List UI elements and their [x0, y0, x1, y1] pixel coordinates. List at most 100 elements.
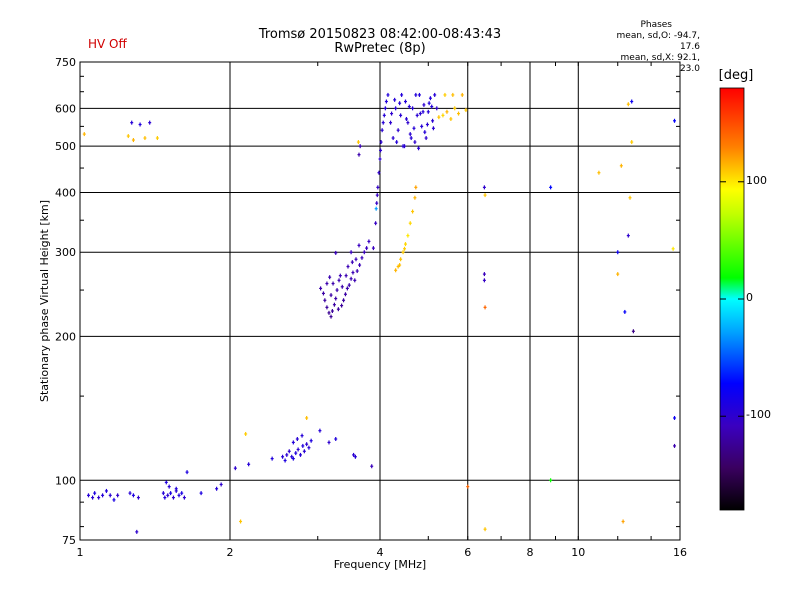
data-point	[130, 120, 134, 125]
data-point	[319, 286, 323, 291]
data-point	[403, 144, 407, 149]
phases-x-stats: mean, sd,X: 92.1, 23.0	[620, 53, 700, 74]
data-point	[104, 488, 108, 493]
data-point	[626, 233, 630, 238]
data-point	[340, 303, 344, 308]
data-point	[451, 92, 455, 97]
data-point	[329, 293, 333, 298]
data-point	[215, 486, 219, 491]
data-point	[389, 120, 393, 125]
data-point	[377, 170, 381, 175]
data-point	[626, 102, 630, 107]
y-tick-label: 750	[55, 56, 76, 69]
data-point	[417, 146, 421, 151]
data-point	[379, 148, 383, 153]
data-point	[281, 454, 285, 459]
data-point	[378, 157, 382, 162]
data-point	[291, 440, 295, 445]
data-point	[309, 438, 313, 443]
data-point	[353, 454, 357, 459]
data-point	[355, 269, 359, 274]
data-point	[270, 456, 274, 461]
data-point	[343, 292, 347, 297]
data-point	[435, 106, 439, 111]
data-point	[337, 278, 341, 283]
y-tick-label: 200	[55, 330, 76, 343]
y-tick-label: 300	[55, 246, 76, 259]
data-point	[400, 92, 404, 97]
data-point	[482, 185, 486, 190]
data-point	[426, 109, 430, 114]
y-axis-label: Stationary phase Virtual Height [km]	[38, 200, 51, 402]
data-point	[401, 250, 405, 255]
x-tick-label: 10	[571, 546, 585, 559]
data-point	[483, 193, 487, 198]
data-point	[318, 428, 322, 433]
data-point	[163, 495, 167, 500]
data-point	[365, 246, 369, 251]
data-point	[334, 250, 338, 255]
data-point	[424, 136, 428, 141]
data-point	[233, 466, 237, 471]
x-tick-labels: 1 2 4 6 8 10 16	[77, 546, 688, 559]
data-point	[597, 170, 601, 175]
data-point	[362, 250, 366, 255]
data-point	[327, 440, 331, 445]
data-point	[347, 283, 351, 288]
data-point	[394, 268, 398, 273]
data-point	[414, 185, 418, 190]
data-point	[409, 136, 413, 141]
data-point	[354, 257, 358, 262]
data-point	[148, 120, 152, 125]
data-point	[295, 436, 299, 441]
data-point	[335, 288, 339, 293]
data-point	[86, 493, 90, 498]
y-tick-label: 75	[62, 534, 76, 547]
data-point	[344, 273, 348, 278]
data-point	[93, 491, 97, 496]
phases-stats: Phases mean, sd,O: -94.7, 17.6 mean, sd,…	[600, 20, 700, 75]
x-tick-label: 4	[377, 546, 384, 559]
data-point	[616, 250, 620, 255]
data-point	[338, 273, 342, 278]
data-point	[349, 276, 353, 281]
data-point	[180, 491, 184, 496]
data-point	[296, 447, 300, 452]
data-point	[393, 97, 397, 102]
y-tick-label: 400	[55, 186, 76, 199]
y-tick-label: 100	[55, 474, 76, 487]
data-point	[291, 456, 295, 461]
data-point	[357, 243, 361, 248]
x-tick-label: 6	[464, 546, 471, 559]
data-point	[425, 122, 429, 127]
data-point	[287, 449, 291, 454]
data-point	[421, 109, 425, 114]
data-point	[414, 92, 418, 97]
data-point	[404, 116, 408, 121]
data-point	[411, 106, 415, 111]
data-point	[298, 452, 302, 457]
data-point	[334, 296, 338, 301]
data-point	[413, 195, 417, 200]
x-tick-label: 8	[527, 546, 534, 559]
data-point	[466, 484, 470, 489]
data-point	[630, 99, 634, 104]
data-point	[352, 452, 356, 457]
data-point	[383, 106, 387, 111]
y-tick-labels: 75 100 200 300 400 500 600 750	[55, 56, 76, 547]
data-point	[381, 120, 385, 125]
data-point	[328, 275, 332, 280]
data-point	[630, 140, 634, 145]
data-point	[340, 284, 344, 289]
data-point	[166, 493, 170, 498]
data-point	[382, 113, 386, 118]
data-point	[415, 113, 419, 118]
data-point	[321, 291, 325, 296]
data-point	[161, 491, 165, 496]
data-point	[374, 221, 378, 226]
data-point	[167, 484, 171, 489]
data-points	[82, 92, 677, 534]
data-point	[353, 278, 357, 283]
data-point	[199, 491, 203, 496]
data-point	[394, 106, 398, 111]
